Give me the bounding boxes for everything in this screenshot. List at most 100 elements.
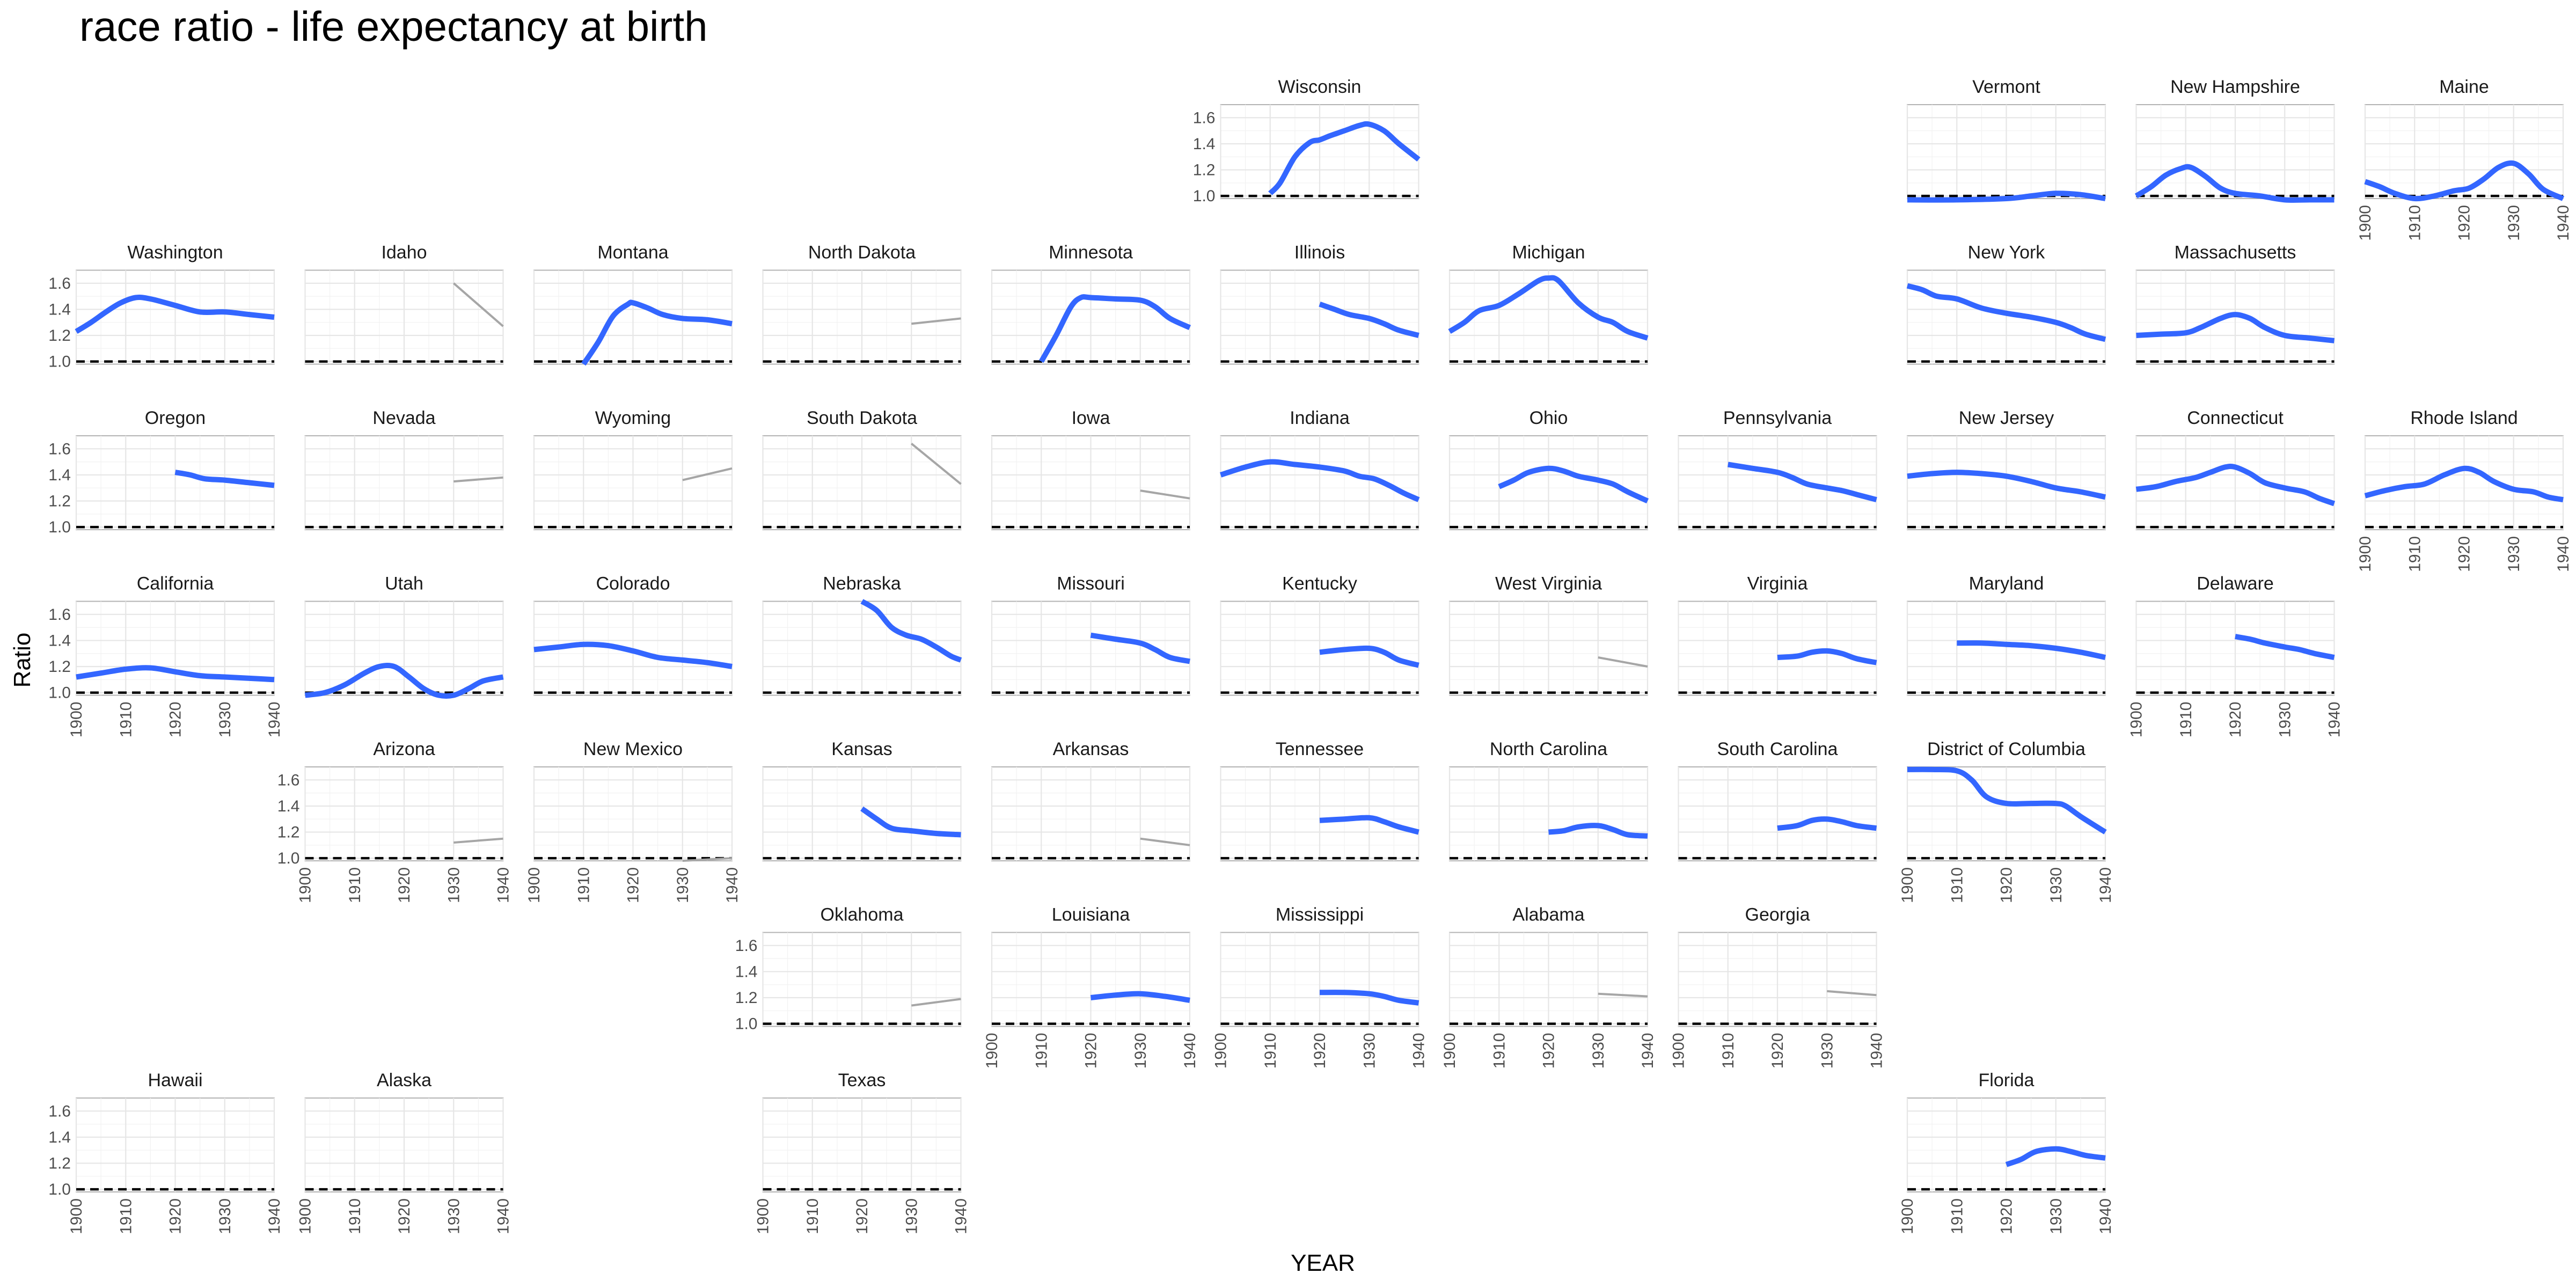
series-line bbox=[1448, 275, 1649, 341]
series-line bbox=[2134, 164, 2334, 203]
x-tick-label: 1920 bbox=[167, 702, 185, 738]
panel-title: Florida bbox=[1979, 1070, 2035, 1091]
series-line bbox=[1140, 489, 1190, 500]
series-line bbox=[581, 299, 733, 366]
panel-title: Oregon bbox=[145, 408, 206, 428]
x-tick-label: 1900 bbox=[297, 867, 314, 903]
y-tick-label: 1.2 bbox=[277, 824, 300, 841]
panel-iowa: Iowa bbox=[991, 408, 1191, 530]
panel-south-carolina: South Carolina bbox=[1678, 739, 1877, 861]
y-tick-label: 1.2 bbox=[48, 493, 71, 510]
series-line bbox=[1140, 837, 1190, 846]
y-tick-label: 1.6 bbox=[48, 440, 71, 458]
x-axis-title: YEAR bbox=[1291, 1250, 1355, 1276]
panel-north-carolina: North Carolina bbox=[1448, 739, 1649, 861]
x-tick-label: 1900 bbox=[983, 1033, 1001, 1069]
x-tick-label: 1920 bbox=[167, 1198, 185, 1234]
series-line bbox=[1319, 645, 1419, 668]
panel-title: Louisiana bbox=[1052, 905, 1130, 925]
panel-tennessee: Tennessee bbox=[1220, 739, 1419, 861]
panel-title: Idaho bbox=[381, 243, 427, 263]
x-tick-label: 1930 bbox=[445, 1198, 463, 1234]
x-tick-label: 1920 bbox=[396, 1198, 413, 1234]
panel-title: New Hampshire bbox=[2170, 77, 2300, 97]
x-tick-label: 1900 bbox=[1441, 1033, 1459, 1069]
series-line bbox=[2005, 1146, 2106, 1167]
x-tick-label: 1910 bbox=[1262, 1033, 1279, 1069]
panel-title: California bbox=[137, 574, 214, 594]
panel-arizona: Arizona 1.0 1.2 1.4 1.6 1900 1910 1920 1930 1940 bbox=[277, 739, 513, 903]
y-tick-label: 1.4 bbox=[48, 1129, 71, 1146]
x-tick-label: 1940 bbox=[1639, 1033, 1657, 1069]
panel-district-of-columbia: District of Columbia 1900 1910 1920 1930 1940 bbox=[1899, 739, 2114, 903]
x-tick-label: 1940 bbox=[266, 1198, 283, 1234]
panel-title: Mississippi bbox=[1276, 905, 1364, 925]
x-tick-label: 1930 bbox=[2276, 702, 2294, 738]
x-tick-label: 1940 bbox=[495, 1198, 513, 1234]
series-line bbox=[1907, 470, 2106, 500]
panel-title: Connecticut bbox=[2187, 408, 2284, 428]
x-tick-label: 1900 bbox=[2357, 536, 2374, 572]
x-tick-label: 1930 bbox=[2505, 536, 2523, 572]
panel-rhode-island: Rhode Island 1900 1910 1920 1930 1940 bbox=[2357, 408, 2572, 572]
panel-title: South Dakota bbox=[807, 408, 917, 428]
panel-title: Maryland bbox=[1969, 574, 2044, 594]
x-tick-label: 1930 bbox=[2505, 205, 2523, 241]
panel-west-virginia: West Virginia bbox=[1448, 574, 1649, 696]
y-tick-label: 1.0 bbox=[48, 518, 71, 536]
panel-massachusetts: Massachusetts bbox=[2135, 243, 2335, 365]
panel-california: California 1.0 1.2 1.4 1.6 1900 1910 1920 1930 19… bbox=[48, 574, 283, 738]
series-line bbox=[860, 806, 961, 838]
series-line bbox=[1319, 301, 1419, 338]
panel-title: District of Columbia bbox=[1927, 739, 2085, 759]
x-tick-label: 1940 bbox=[953, 1198, 970, 1234]
panel-washington: Washington 1.0 1.2 1.4 1.6 bbox=[48, 243, 275, 371]
panel-new-jersey: New Jersey bbox=[1906, 408, 2106, 530]
panel-title: Massachusetts bbox=[2175, 243, 2296, 263]
panel-title: Alabama bbox=[1512, 905, 1584, 925]
x-tick-label: 1920 bbox=[1540, 1033, 1558, 1069]
panel-title: Hawaii bbox=[148, 1070, 202, 1091]
panel-title: Colorado bbox=[596, 574, 670, 594]
panel-title: Utah bbox=[385, 574, 423, 594]
series-line bbox=[453, 476, 503, 483]
y-tick-label: 1.6 bbox=[48, 1102, 71, 1120]
panel-connecticut: Connecticut bbox=[2135, 408, 2336, 530]
panel-title: Wisconsin bbox=[1278, 77, 1362, 97]
panel-michigan: Michigan bbox=[1448, 243, 1649, 365]
panel-georgia: Georgia 1900 1910 1920 1930 1940 bbox=[1670, 905, 1886, 1069]
x-tick-label: 1940 bbox=[2326, 702, 2344, 738]
x-tick-label: 1940 bbox=[266, 702, 283, 738]
series-line bbox=[2135, 463, 2336, 507]
y-tick-label: 1.2 bbox=[48, 1155, 71, 1173]
panel-kansas: Kansas bbox=[762, 739, 962, 861]
series-line bbox=[174, 470, 275, 488]
panel-title: Wyoming bbox=[595, 408, 671, 428]
panel-vermont: Vermont bbox=[1906, 77, 2106, 203]
y-tick-label: 1.4 bbox=[48, 632, 71, 649]
panel-minnesota: Minnesota bbox=[991, 243, 1191, 365]
series-line bbox=[2235, 634, 2335, 660]
x-tick-label: 1910 bbox=[804, 1198, 822, 1234]
panel-nebraska: Nebraska bbox=[762, 574, 962, 696]
y-tick-label: 1.2 bbox=[48, 327, 71, 345]
y-tick-label: 1.0 bbox=[48, 1181, 71, 1198]
x-tick-label: 1940 bbox=[495, 867, 513, 903]
x-tick-label: 1920 bbox=[1769, 1033, 1787, 1069]
y-tick-label: 1.6 bbox=[48, 275, 71, 292]
y-tick-label: 1.6 bbox=[735, 937, 758, 955]
panel-title: Nebraska bbox=[823, 574, 901, 594]
x-tick-label: 1910 bbox=[575, 867, 592, 903]
panel-title: Virginia bbox=[1747, 574, 1808, 594]
series-line bbox=[452, 282, 504, 327]
x-tick-label: 1930 bbox=[1132, 1033, 1150, 1069]
x-tick-label: 1940 bbox=[2555, 205, 2572, 241]
x-tick-label: 1940 bbox=[2555, 536, 2572, 572]
panel-missouri: Missouri bbox=[991, 574, 1191, 696]
series-line bbox=[1777, 648, 1877, 665]
panel-title: Iowa bbox=[1072, 408, 1110, 428]
panel-title: South Carolina bbox=[1717, 739, 1838, 759]
panel-colorado: Colorado bbox=[533, 574, 733, 696]
series-line bbox=[911, 317, 961, 325]
